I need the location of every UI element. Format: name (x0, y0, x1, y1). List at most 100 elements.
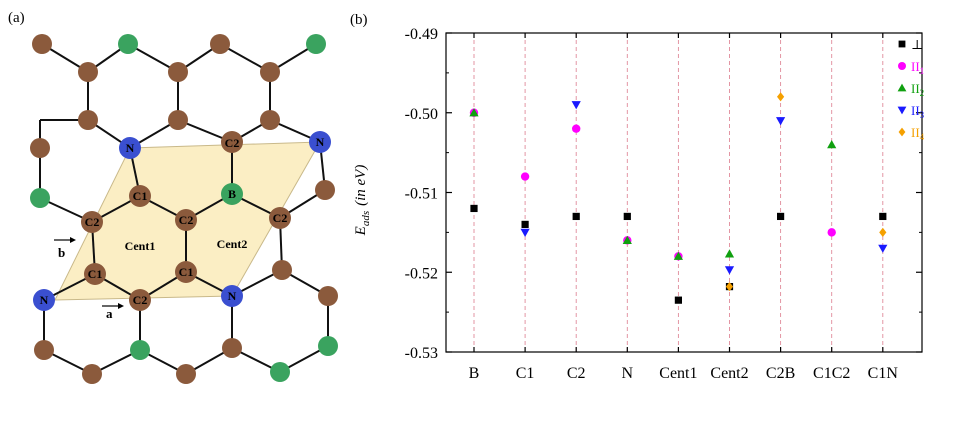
y-axis-title-main: E (353, 226, 369, 236)
vector-a: a (102, 303, 124, 321)
carbon-atom (175, 261, 197, 283)
data-point (623, 212, 631, 221)
carbon-atom (32, 34, 52, 54)
carbon-atom (168, 62, 188, 82)
x-tick-label: N (622, 365, 634, 382)
y-tick-label: -0.53 (405, 345, 438, 362)
boron-atom (30, 188, 50, 208)
atom-label: N (316, 135, 325, 149)
carbon-atom (30, 138, 50, 158)
y-axis-title: Eads (in eV) (353, 165, 372, 237)
legend-label: II3 (911, 103, 925, 120)
data-point (571, 101, 581, 110)
y-axis-title-unit: (in eV) (353, 165, 369, 206)
atom-label: C1 (88, 267, 103, 281)
atom-label: N (126, 141, 135, 155)
boron-atom (318, 336, 338, 356)
vector-a-label: a (106, 306, 113, 321)
atoms (30, 34, 338, 384)
panel-b: (b) Eads (in eV) -0.49 -0.50 -0.51 -0.52 -0.5… (350, 12, 925, 382)
atom-label: C2 (85, 215, 100, 229)
carbon-atom (168, 110, 188, 130)
data-point (469, 108, 479, 117)
carbon-atom (260, 110, 280, 130)
cent1-label: Cent1 (125, 239, 156, 253)
carbon-atom (78, 62, 98, 82)
boron-atom (118, 34, 138, 54)
nitrogen-atom (119, 137, 141, 159)
legend-label: ⊥ (911, 37, 923, 52)
vector-b: b (54, 237, 76, 260)
boron-atom (130, 340, 150, 360)
carbon-atom (175, 209, 197, 231)
carbon-atom (176, 364, 196, 384)
carbon-atom (315, 180, 335, 200)
carbon-atom (318, 286, 338, 306)
carbon-atom (81, 211, 103, 233)
panel-b-label: (b) (350, 12, 368, 28)
nitrogen-atom (221, 285, 243, 307)
x-tick-label: C2 (567, 365, 586, 382)
nitrogen-atom (309, 131, 331, 153)
legend-marker (898, 127, 906, 137)
legend-label-sub: 1 (920, 66, 925, 76)
panel-a: (a) (8, 10, 338, 384)
data-point (878, 244, 888, 253)
legend-label: II4 (911, 125, 925, 142)
data-point (827, 140, 837, 149)
data-point (724, 266, 735, 275)
x-tick-label: C1C2 (813, 365, 850, 382)
carbon-atom (129, 185, 151, 207)
carbon-atom (222, 338, 242, 358)
carbon-atom (84, 263, 106, 285)
atom-label: N (228, 289, 237, 303)
legend-marker (897, 83, 907, 92)
y-axis-title-sub: ads (360, 211, 372, 226)
data-point (674, 296, 682, 304)
cent2-label: Cent2 (217, 237, 248, 251)
plot-frame (445, 32, 923, 353)
data-point (521, 220, 529, 228)
data-point (777, 212, 785, 221)
x-tick-label: C1 (516, 365, 535, 382)
boron-atom (221, 183, 243, 205)
data-point (572, 212, 580, 221)
x-tick-label: C2B (766, 365, 795, 382)
data-point (724, 249, 735, 258)
boron-atom (306, 34, 326, 54)
data-point (622, 235, 632, 244)
carbon-atom (221, 131, 243, 153)
nitrogen-atom (33, 289, 55, 311)
carbon-atom (78, 110, 98, 130)
atom-label: B (228, 187, 236, 201)
carbon-atom (272, 260, 292, 280)
carbon-atom (260, 62, 280, 82)
atom-label: C2 (225, 136, 240, 150)
data-point (776, 117, 786, 126)
data-point (879, 227, 887, 237)
carbon-atom (210, 34, 230, 54)
boron-atom (270, 362, 290, 382)
x-tick-label: C1N (868, 365, 899, 382)
data-point (777, 92, 785, 102)
data-point (827, 228, 836, 237)
carbon-atom (82, 364, 102, 384)
x-tick-label: Cent2 (710, 365, 748, 382)
y-tick-label: -0.49 (405, 26, 438, 43)
legend-label-sub: 2 (920, 88, 925, 98)
atom-label: C2 (273, 211, 288, 225)
y-tick-label: -0.50 (405, 106, 438, 123)
carbon-atom (269, 207, 291, 229)
atom-label: C2 (133, 293, 148, 307)
carbon-atom (129, 289, 151, 311)
data-point (520, 228, 530, 237)
data-point (879, 212, 887, 221)
data-point (673, 251, 683, 260)
carbon-atom (34, 340, 54, 360)
legend-marker (897, 106, 907, 115)
plot-area: -0.49-0.50-0.51-0.52-0.53B C1 C2 N Cent1 Cent… (405, 26, 923, 382)
x-tick-label: Cent1 (659, 365, 697, 382)
atom-label: C1 (133, 189, 148, 203)
